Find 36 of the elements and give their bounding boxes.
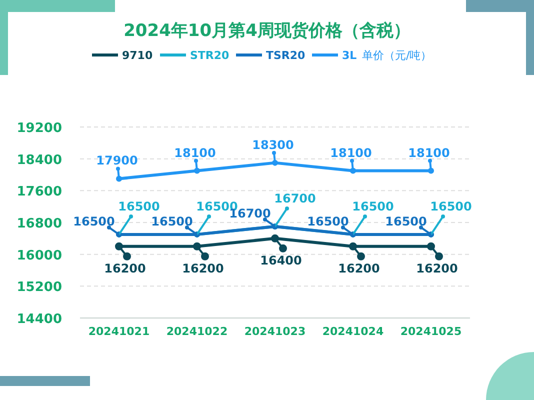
data-label: 16200: [182, 261, 224, 276]
data-label: 16500: [430, 199, 472, 214]
data-label: 16200: [416, 261, 458, 276]
chart-title: 2024年10月第4周现货价格（含税）: [124, 21, 410, 41]
x-tick-label: 20241021: [88, 325, 150, 338]
legend-label: 3L: [342, 49, 357, 62]
data-label: 16400: [260, 253, 302, 268]
legend-label: STR20: [190, 49, 230, 62]
y-tick-label: 18400: [16, 152, 62, 168]
y-tick-label: 16800: [16, 216, 62, 232]
data-label: 16500: [352, 199, 394, 214]
x-tick-label: 20241025: [400, 325, 462, 338]
x-tick-label: 20241024: [322, 325, 384, 338]
data-label: 16500: [385, 214, 427, 228]
y-tick-label: 17600: [16, 184, 62, 200]
data-label: 16200: [104, 261, 146, 276]
y-tick-label: 16000: [16, 248, 62, 264]
data-label: 16500: [73, 214, 115, 228]
data-label: 16500: [118, 199, 160, 214]
data-label: 16200: [338, 261, 380, 276]
y-tick-label: 15200: [16, 280, 62, 296]
text: 单价（元/吨）: [362, 49, 432, 62]
y-tick-label: 14400: [16, 312, 62, 327]
data-label: 18100: [408, 146, 450, 160]
data-label: 16700: [274, 191, 316, 206]
y-tick-label: 19200: [16, 121, 62, 136]
data-label: 18300: [252, 138, 294, 152]
x-tick-label: 20241022: [166, 325, 228, 338]
x-tick-label: 20241023: [244, 325, 306, 338]
legend-label: 9710: [122, 49, 153, 62]
legend-label: TSR20: [266, 49, 306, 62]
data-label: 16500: [307, 214, 349, 228]
data-label: 18100: [330, 146, 372, 160]
data-label: 17900: [96, 154, 138, 168]
data-label: 16500: [151, 214, 193, 228]
data-label: 18100: [174, 146, 216, 160]
